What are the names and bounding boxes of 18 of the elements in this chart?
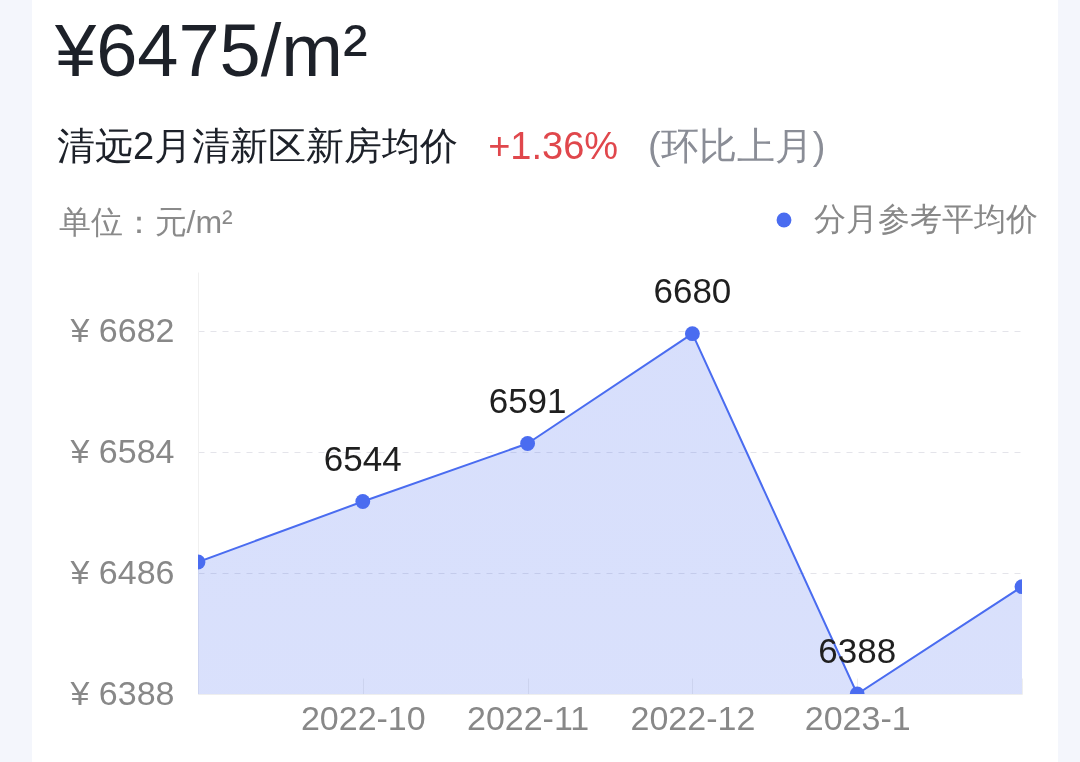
- legend-label: 分月参考平均价: [814, 201, 1038, 237]
- point: [355, 494, 371, 509]
- x-tick-label: 2022-12: [630, 698, 756, 737]
- point: [684, 326, 700, 342]
- x-tick-label: 2022-11: [466, 698, 590, 737]
- point: [520, 436, 536, 451]
- x-tick-label: 2022-10: [300, 698, 426, 737]
- y-tick-label: ¥ 6486: [69, 552, 175, 591]
- x-tick-label: 2023-1: [804, 698, 911, 737]
- chart-title: ¥6475/m²: [55, 9, 368, 92]
- data-label: 6591: [488, 380, 567, 420]
- data-label: 6680: [653, 270, 732, 310]
- y-tick-label: ¥ 6682: [69, 310, 175, 349]
- y-axis-title: 单位：元/m²: [58, 203, 234, 240]
- y-tick-label: ¥ 6584: [69, 431, 175, 470]
- chart-subtitle: 清远2月清新区新房均价 +1.36% (环比上月): [57, 125, 826, 167]
- data-label: 6544: [323, 438, 402, 478]
- y-tick-label: ¥ 6388: [69, 673, 175, 712]
